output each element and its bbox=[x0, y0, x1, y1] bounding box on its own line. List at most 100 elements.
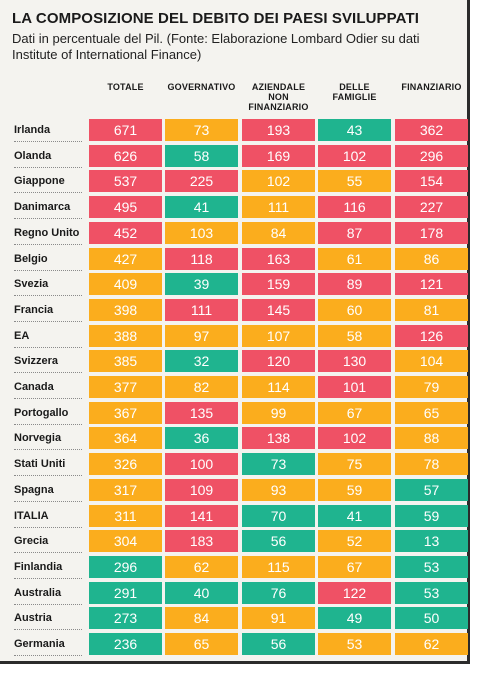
value-cell-aziendale: 56 bbox=[242, 530, 315, 552]
value-cell-governativo: 141 bbox=[165, 505, 238, 527]
row-separator bbox=[14, 475, 82, 476]
value-cell-totale: 367 bbox=[89, 402, 162, 424]
value-cell-famiglie: 130 bbox=[318, 350, 391, 372]
value-cell-governativo: 82 bbox=[165, 376, 238, 398]
row-label-country: Olanda bbox=[14, 150, 52, 162]
value-cell-governativo: 97 bbox=[165, 325, 238, 347]
column-header-line: AZIENDALE bbox=[251, 82, 306, 92]
value-cell-famiglie: 43 bbox=[318, 119, 391, 141]
row-separator bbox=[14, 604, 82, 605]
column-header-line: FINANZIARIO bbox=[248, 102, 309, 112]
value-cell-aziendale: 73 bbox=[242, 453, 315, 475]
value-cell-finanziario: 13 bbox=[395, 530, 468, 552]
value-cell-totale: 385 bbox=[89, 350, 162, 372]
row-separator bbox=[14, 218, 82, 219]
value-cell-totale: 427 bbox=[89, 248, 162, 270]
column-header-line: TOTALE bbox=[107, 82, 144, 92]
value-cell-famiglie: 67 bbox=[318, 556, 391, 578]
row-separator bbox=[14, 629, 82, 630]
chart-title: LA COMPOSIZIONE DEL DEBITO DEI PAESI SVI… bbox=[12, 10, 419, 27]
row-label-country: Svezia bbox=[14, 278, 49, 290]
row-separator bbox=[14, 192, 82, 193]
row-separator bbox=[14, 244, 82, 245]
chart-panel: LA COMPOSIZIONE DEL DEBITO DEI PAESI SVI… bbox=[0, 0, 470, 664]
value-cell-famiglie: 101 bbox=[318, 376, 391, 398]
value-cell-finanziario: 178 bbox=[395, 222, 468, 244]
value-cell-governativo: 36 bbox=[165, 427, 238, 449]
value-cell-totale: 364 bbox=[89, 427, 162, 449]
value-cell-finanziario: 126 bbox=[395, 325, 468, 347]
row-separator bbox=[14, 347, 82, 348]
value-cell-famiglie: 52 bbox=[318, 530, 391, 552]
value-cell-governativo: 73 bbox=[165, 119, 238, 141]
value-cell-famiglie: 53 bbox=[318, 633, 391, 655]
value-cell-finanziario: 81 bbox=[395, 299, 468, 321]
value-cell-aziendale: 163 bbox=[242, 248, 315, 270]
value-cell-finanziario: 59 bbox=[395, 505, 468, 527]
value-cell-governativo: 39 bbox=[165, 273, 238, 295]
value-cell-governativo: 109 bbox=[165, 479, 238, 501]
row-separator bbox=[14, 655, 82, 656]
value-cell-aziendale: 91 bbox=[242, 607, 315, 629]
value-cell-totale: 495 bbox=[89, 196, 162, 218]
column-header-line: FAMIGLIE bbox=[332, 92, 377, 102]
row-label-country: Irlanda bbox=[14, 124, 51, 136]
value-cell-totale: 409 bbox=[89, 273, 162, 295]
value-cell-famiglie: 49 bbox=[318, 607, 391, 629]
row-label-country: Giappone bbox=[14, 175, 65, 187]
value-cell-totale: 291 bbox=[89, 582, 162, 604]
row-separator bbox=[14, 501, 82, 502]
value-cell-totale: 273 bbox=[89, 607, 162, 629]
value-cell-finanziario: 296 bbox=[395, 145, 468, 167]
value-cell-aziendale: 114 bbox=[242, 376, 315, 398]
value-cell-famiglie: 87 bbox=[318, 222, 391, 244]
value-cell-governativo: 62 bbox=[165, 556, 238, 578]
row-separator bbox=[14, 270, 82, 271]
value-cell-governativo: 100 bbox=[165, 453, 238, 475]
row-label-country: Portogallo bbox=[14, 407, 69, 419]
value-cell-famiglie: 75 bbox=[318, 453, 391, 475]
value-cell-governativo: 84 bbox=[165, 607, 238, 629]
row-label-country: Grecia bbox=[14, 535, 49, 547]
row-separator bbox=[14, 578, 82, 579]
value-cell-totale: 311 bbox=[89, 505, 162, 527]
value-cell-famiglie: 122 bbox=[318, 582, 391, 604]
value-cell-governativo: 32 bbox=[165, 350, 238, 372]
column-header-line: DELLE bbox=[339, 82, 370, 92]
value-cell-aziendale: 111 bbox=[242, 196, 315, 218]
value-cell-finanziario: 79 bbox=[395, 376, 468, 398]
row-separator bbox=[14, 527, 82, 528]
value-cell-finanziario: 65 bbox=[395, 402, 468, 424]
column-header-line: FINANZIARIO bbox=[401, 82, 462, 92]
row-label-country: Norvegia bbox=[14, 432, 62, 444]
value-cell-famiglie: 59 bbox=[318, 479, 391, 501]
value-cell-aziendale: 84 bbox=[242, 222, 315, 244]
value-cell-aziendale: 93 bbox=[242, 479, 315, 501]
value-cell-aziendale: 102 bbox=[242, 170, 315, 192]
value-cell-finanziario: 62 bbox=[395, 633, 468, 655]
value-cell-governativo: 103 bbox=[165, 222, 238, 244]
value-cell-aziendale: 99 bbox=[242, 402, 315, 424]
row-label-country: Austria bbox=[14, 612, 52, 624]
row-label-country: EA bbox=[14, 330, 30, 342]
value-cell-aziendale: 120 bbox=[242, 350, 315, 372]
value-cell-totale: 236 bbox=[89, 633, 162, 655]
column-header-line: NON bbox=[268, 92, 289, 102]
value-cell-aziendale: 115 bbox=[242, 556, 315, 578]
chart-subtitle: Dati in percentuale del Pil. (Fonte: Ela… bbox=[12, 31, 420, 62]
value-cell-totale: 377 bbox=[89, 376, 162, 398]
row-label-country: ITALIA bbox=[14, 510, 49, 522]
row-separator bbox=[14, 449, 82, 450]
value-cell-aziendale: 138 bbox=[242, 427, 315, 449]
value-cell-famiglie: 67 bbox=[318, 402, 391, 424]
row-label-country: Germania bbox=[14, 638, 65, 650]
value-cell-totale: 671 bbox=[89, 119, 162, 141]
row-separator bbox=[14, 424, 82, 425]
row-label-country: Francia bbox=[14, 304, 54, 316]
value-cell-finanziario: 227 bbox=[395, 196, 468, 218]
value-cell-totale: 304 bbox=[89, 530, 162, 552]
value-cell-governativo: 65 bbox=[165, 633, 238, 655]
column-header-totale: TOTALE bbox=[89, 82, 162, 92]
value-cell-famiglie: 61 bbox=[318, 248, 391, 270]
value-cell-totale: 398 bbox=[89, 299, 162, 321]
